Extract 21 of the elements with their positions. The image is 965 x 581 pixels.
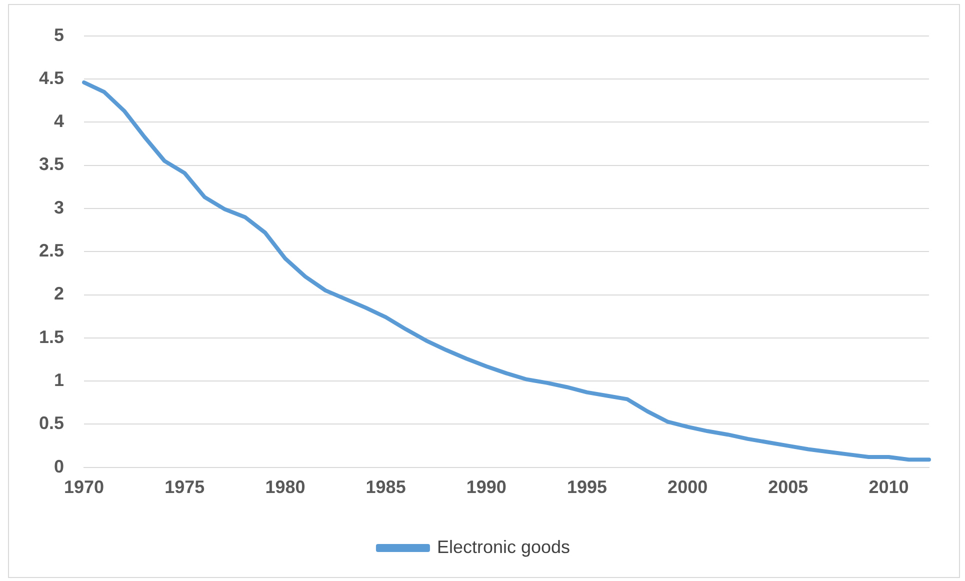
y-tick-label: 5 bbox=[54, 24, 64, 45]
y-tick-label: 3.5 bbox=[38, 154, 64, 174]
x-tick-label: 1995 bbox=[566, 477, 608, 498]
x-tick-label: 1985 bbox=[366, 477, 406, 498]
x-tick-label: 2010 bbox=[868, 477, 909, 498]
x-tick-label: 1975 bbox=[164, 477, 205, 498]
y-tick-label: 1 bbox=[54, 370, 64, 390]
x-tick-label: 1990 bbox=[466, 477, 506, 498]
x-tick-label: 1970 bbox=[64, 477, 104, 498]
y-tick-label: 4 bbox=[54, 111, 64, 132]
legend-label: Electronic goods bbox=[436, 536, 570, 557]
y-tick-label: 1.5 bbox=[38, 326, 64, 347]
x-tick-label: 2000 bbox=[668, 477, 708, 498]
y-tick-label: 2 bbox=[54, 284, 64, 304]
y-tick-label: 0.5 bbox=[38, 413, 64, 434]
y-tick-label: 2.5 bbox=[38, 240, 64, 261]
y-tick-label: 3 bbox=[54, 197, 64, 218]
y-tick-label: 0 bbox=[54, 456, 64, 476]
y-tick-label: 4.5 bbox=[38, 68, 64, 88]
x-tick-label: 2005 bbox=[768, 477, 808, 498]
x-tick-label: 1980 bbox=[265, 477, 306, 498]
